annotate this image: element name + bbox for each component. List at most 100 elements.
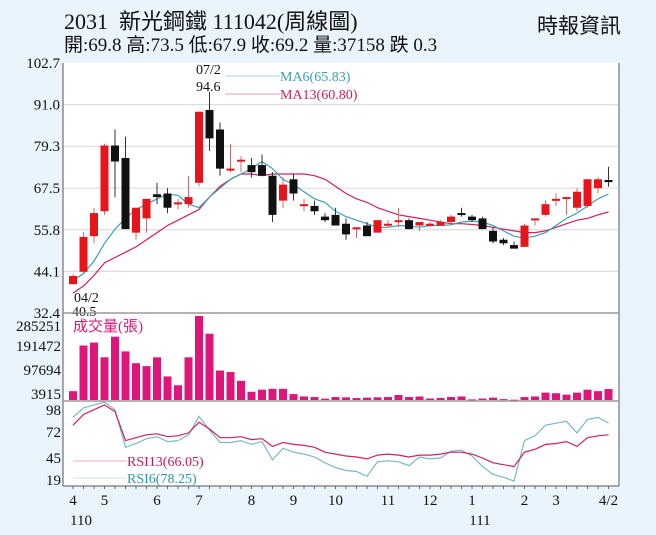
candlestick — [478, 218, 487, 230]
candlestick — [79, 236, 88, 272]
rsi-lines: 98 72 45 19 RSI13(66.05) RSI6(78.25) — [46, 401, 609, 489]
volume-bar — [363, 397, 371, 400]
high-value: 73.5 — [150, 35, 184, 56]
candlestick — [121, 157, 130, 230]
chart-frame — [62, 63, 620, 487]
volume-tick-label: 285251 — [16, 319, 61, 335]
price-annotations: MA6(65.83)MA13(60.80)04/240.507/294.6 — [72, 63, 358, 320]
candlestick — [268, 175, 277, 215]
price-tick-label: 67.5 — [34, 181, 60, 197]
volume-bar — [205, 333, 214, 400]
rsi-tick-label: 98 — [46, 403, 61, 419]
volume-bar — [289, 394, 298, 400]
candlestick — [499, 239, 508, 244]
candlestick — [415, 221, 424, 226]
candlestick — [258, 165, 266, 176]
volume-bar — [111, 336, 119, 400]
high-date-annotation: 07/2 — [196, 63, 221, 78]
volume-tick-label: 191472 — [16, 339, 61, 355]
open-value: 69.8 — [88, 35, 122, 56]
volume-bar — [237, 380, 245, 400]
candlestick — [573, 191, 581, 208]
candlestick — [394, 220, 403, 223]
x-month-label: 5 — [101, 493, 109, 509]
candlestick — [142, 198, 151, 219]
x-month-label: 4 — [69, 493, 77, 509]
ma6-legend: MA6(65.83) — [280, 70, 351, 85]
rsi-tick-label: 19 — [46, 473, 61, 489]
volume-bar — [174, 385, 182, 400]
x-month-label: 2 — [521, 493, 529, 509]
volume-bar — [79, 345, 88, 400]
close-value: 69.2 — [275, 35, 309, 56]
candlestick — [594, 179, 602, 189]
volume-bar — [562, 394, 571, 400]
volume-bar — [310, 397, 319, 400]
candlestick — [552, 198, 560, 201]
volume-bar — [594, 391, 602, 400]
candlestick — [583, 179, 592, 206]
candlestick — [111, 145, 119, 162]
candlestick — [436, 221, 445, 226]
candlestick — [195, 111, 203, 183]
candlestick — [174, 202, 182, 205]
rsi-tick-label: 72 — [46, 425, 61, 441]
candlestick — [373, 220, 382, 233]
candlestick — [216, 129, 224, 169]
price-tick-label: 79.3 — [34, 139, 60, 155]
volume-bar — [499, 399, 508, 401]
chart-period: 111042(周線圖) — [212, 9, 358, 34]
low-date-annotation: 04/2 — [74, 291, 99, 306]
volume-bar — [510, 399, 518, 401]
volume-bar — [436, 397, 445, 400]
chart-title: 2031 新光鋼鐵 111042(周線圖) — [64, 10, 358, 34]
candlestick — [153, 194, 161, 198]
x-month-label: 11 — [381, 493, 395, 509]
volume-bar — [279, 388, 287, 400]
x-month-label: 7 — [195, 493, 203, 509]
candlesticks — [69, 91, 613, 285]
volume-bar — [447, 397, 455, 400]
candlestick — [457, 213, 466, 216]
price-tick-label: 32.4 — [34, 306, 61, 322]
candlestick — [384, 223, 392, 226]
price-tick-label: 91.0 — [34, 98, 60, 114]
candlestick — [100, 145, 109, 212]
candlestick — [247, 165, 256, 173]
candlestick — [426, 223, 434, 226]
volume-bar — [100, 357, 109, 400]
price-axis-labels: 102.7 91.0 79.3 67.5 55.8 44.1 32.4 — [26, 56, 60, 322]
volume-bar — [394, 394, 403, 400]
stock-code: 2031 — [64, 9, 108, 34]
candlestick — [279, 184, 287, 201]
volume-bar — [184, 357, 193, 400]
volume-bar — [331, 397, 340, 400]
volume-bar — [457, 396, 466, 400]
candlestick — [289, 179, 298, 194]
volume-bar — [583, 389, 592, 400]
volume-bar — [268, 388, 277, 400]
candlestick — [489, 230, 497, 242]
volume-bar — [426, 398, 434, 400]
volume-bar — [573, 392, 581, 400]
x-month-label: 3 — [552, 493, 560, 509]
volume-bar — [342, 397, 350, 400]
volume-bar — [520, 397, 529, 400]
candlestick — [342, 223, 350, 235]
x-month-label: 4/2 — [599, 493, 618, 509]
candlestick — [405, 220, 413, 230]
x-month-label: 9 — [290, 493, 298, 509]
rsi13-legend: RSI13(66.05) — [127, 455, 204, 470]
volume-tick-label: 3915 — [31, 387, 61, 403]
ma13-legend: MA13(60.80) — [280, 88, 358, 103]
candlestick — [237, 159, 245, 162]
rsi6-legend: RSI6(78.25) — [127, 472, 197, 487]
volume-value: 37158 — [337, 35, 385, 56]
volume-bar — [226, 372, 235, 400]
moving-average-lines — [72, 160, 609, 294]
x-month-label: 6 — [153, 493, 161, 509]
volume-bar — [300, 396, 308, 400]
candlestick — [163, 193, 172, 208]
candlestick — [90, 213, 98, 237]
